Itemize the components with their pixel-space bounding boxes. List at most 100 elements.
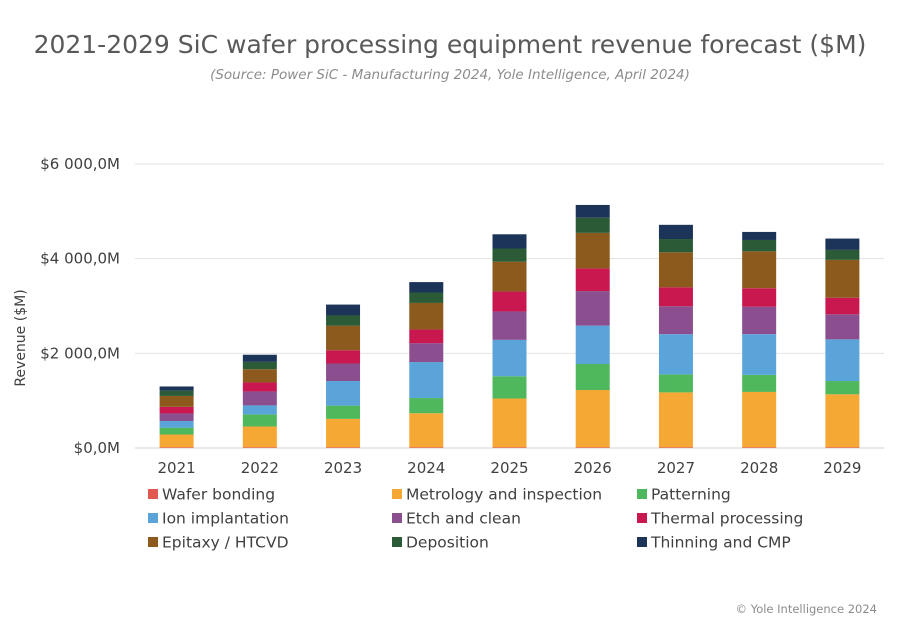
legend-label-ion-implantation: Ion implantation	[162, 510, 289, 528]
bar-2025-etch-and-clean	[492, 311, 527, 340]
bar-2021-thinning-and-cmp	[159, 386, 194, 391]
bar-2026-thermal-processing	[575, 268, 610, 292]
legend-swatch-thermal-processing	[637, 513, 647, 523]
y-axis-label: Revenue ($M)	[13, 289, 29, 386]
bar-2023-deposition	[326, 315, 361, 326]
bar-stack-2027	[658, 224, 693, 448]
legend-swatch-etch-and-clean	[392, 513, 402, 523]
bar-stack-2028	[742, 231, 777, 448]
bar-2029-etch-and-clean	[825, 314, 860, 340]
legend-swatch-deposition	[392, 537, 402, 547]
legend-item-wafer-bonding: Wafer bonding	[148, 486, 275, 504]
bar-2027-etch-and-clean	[658, 306, 693, 335]
bar-2029-ion-implantation	[825, 339, 860, 382]
bar-stack-2025	[492, 234, 527, 448]
bar-stack-2021	[159, 386, 194, 448]
legend-item-metrology-and-inspection: Metrology and inspection	[392, 486, 602, 504]
chart-title: 2021-2029 SiC wafer processing equipment…	[34, 30, 867, 59]
bar-2026-ion-implantation	[575, 325, 610, 364]
bar-2022-ion-implantation	[242, 405, 277, 415]
bar-2024-deposition	[409, 292, 444, 303]
bar-2023-metrology-and-inspection	[326, 418, 361, 448]
bar-2021-wafer-bonding	[159, 447, 194, 448]
bar-2027-thermal-processing	[658, 287, 693, 307]
bar-2028-wafer-bonding	[742, 447, 777, 448]
bar-2029-wafer-bonding	[825, 447, 860, 448]
bar-2021-etch-and-clean	[159, 413, 194, 422]
bar-2028-metrology-and-inspection	[742, 391, 777, 448]
legend-label-deposition: Deposition	[406, 534, 489, 552]
bar-2024-etch-and-clean	[409, 343, 444, 363]
bar-2027-deposition	[658, 239, 693, 253]
bar-2024-thermal-processing	[409, 329, 444, 344]
bar-2022-wafer-bonding	[242, 447, 277, 448]
x-tick-label-2027: 2027	[657, 459, 695, 477]
bar-2025-deposition	[492, 248, 527, 262]
bar-2029-thermal-processing	[825, 297, 860, 315]
bar-2027-wafer-bonding	[658, 447, 693, 448]
x-tick-label-2025: 2025	[490, 459, 528, 477]
bar-2021-epitaxy-htcvd	[159, 395, 194, 407]
x-tick-label-2024: 2024	[407, 459, 445, 477]
bar-2022-epitaxy-htcvd	[242, 369, 277, 383]
bar-2023-thermal-processing	[326, 350, 361, 364]
bar-2027-thinning-and-cmp	[658, 224, 693, 240]
y-tick-label-0: $0,0M	[74, 439, 120, 457]
bar-2024-ion-implantation	[409, 362, 444, 399]
bar-stack-2022	[242, 354, 277, 448]
y-tick-label-4000: $4 000,0M	[40, 250, 120, 268]
legend-swatch-metrology-and-inspection	[392, 489, 402, 499]
legend: Wafer bonding Metrology and inspection Pat…	[148, 486, 803, 552]
bar-2024-patterning	[409, 398, 444, 414]
bar-2025-wafer-bonding	[492, 447, 527, 448]
y-tick-labels: $0,0M $2 000,0M $4 000,0M $6 000,0M	[40, 155, 120, 457]
bar-2028-deposition	[742, 239, 777, 252]
bar-2021-thermal-processing	[159, 406, 194, 414]
x-tick-label-2022: 2022	[241, 459, 279, 477]
legend-label-thinning-and-cmp: Thinning and CMP	[650, 534, 791, 552]
bar-2027-ion-implantation	[658, 334, 693, 375]
bar-2021-ion-implantation	[159, 421, 194, 428]
bar-2025-thinning-and-cmp	[492, 234, 527, 249]
legend-swatch-wafer-bonding	[148, 489, 158, 499]
legend-item-epitaxy-htcvd: Epitaxy / HTCVD	[148, 534, 289, 552]
bar-2028-etch-and-clean	[742, 306, 777, 335]
legend-item-thermal-processing: Thermal processing	[637, 510, 803, 528]
bar-2026-etch-and-clean	[575, 291, 610, 326]
x-tick-label-2028: 2028	[740, 459, 778, 477]
bar-2024-thinning-and-cmp	[409, 282, 444, 293]
bar-2023-ion-implantation	[326, 381, 361, 406]
legend-label-patterning: Patterning	[651, 486, 731, 504]
bar-2026-epitaxy-htcvd	[575, 232, 610, 269]
bar-stack-2026	[575, 204, 610, 448]
bar-stack-2023	[326, 304, 361, 448]
legend-label-metrology-and-inspection: Metrology and inspection	[406, 486, 602, 504]
bar-2029-deposition	[825, 249, 860, 260]
bar-2023-etch-and-clean	[326, 363, 361, 382]
bar-stack-2024	[409, 282, 444, 448]
bar-2025-epitaxy-htcvd	[492, 261, 527, 292]
bar-2028-ion-implantation	[742, 334, 777, 375]
chart-subtitle: (Source: Power SiC - Manufacturing 2024,…	[210, 67, 690, 83]
legend-item-ion-implantation: Ion implantation	[148, 510, 289, 528]
bar-stack-2029	[825, 238, 860, 448]
legend-item-etch-and-clean: Etch and clean	[392, 510, 521, 528]
legend-swatch-thinning-and-cmp	[637, 537, 647, 547]
bar-2025-thermal-processing	[492, 291, 527, 312]
x-tick-label-2021: 2021	[158, 459, 196, 477]
legend-item-thinning-and-cmp: Thinning and CMP	[637, 534, 791, 552]
bar-2026-patterning	[575, 363, 610, 391]
bar-2021-metrology-and-inspection	[159, 434, 194, 448]
bar-2024-wafer-bonding	[409, 447, 444, 448]
legend-label-wafer-bonding: Wafer bonding	[162, 486, 275, 504]
x-tick-label-2026: 2026	[574, 459, 612, 477]
legend-label-etch-and-clean: Etch and clean	[406, 510, 521, 528]
legend-swatch-epitaxy-htcvd	[148, 537, 158, 547]
bar-2022-metrology-and-inspection	[242, 426, 277, 448]
bar-2028-thinning-and-cmp	[742, 231, 777, 240]
bar-2029-metrology-and-inspection	[825, 394, 860, 448]
bar-2021-deposition	[159, 390, 194, 396]
legend-item-patterning: Patterning	[637, 486, 731, 504]
